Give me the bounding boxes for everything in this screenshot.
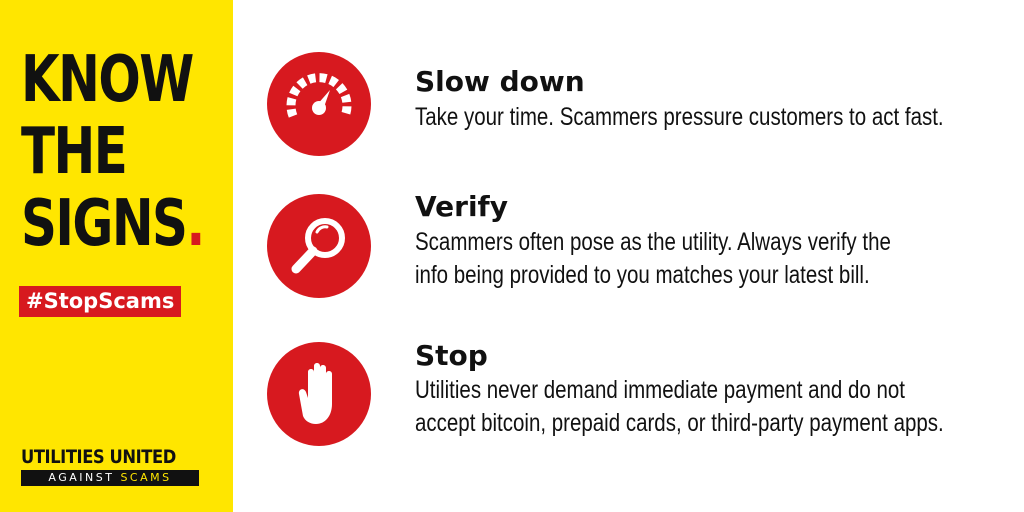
hashtag-badge: #StopScams: [19, 286, 182, 317]
tip-description-line: info being provided to you matches your …: [415, 261, 870, 289]
headline-line-3: SIGNS: [21, 187, 188, 261]
tip-description: Take your time. Scammers pressure custom…: [415, 101, 944, 134]
tip-description-line: Take your time. Scammers pressure custom…: [415, 103, 944, 131]
headline: KNOW THE SIGNS.: [21, 43, 205, 261]
tip-title: Slow down: [415, 65, 585, 98]
headline-red-dot: .: [186, 187, 205, 261]
utilities-united-logo: UTILITIES UNITED AGAINST SCAMS: [21, 446, 199, 486]
sidebar-panel: KNOW THE SIGNS. #StopScams UTILITIES UNI…: [0, 0, 233, 512]
tip-slow-down: Slow down Take your time. Scammers press…: [267, 52, 1007, 162]
tip-title: Stop: [415, 339, 488, 372]
headline-line-1: KNOW: [21, 43, 194, 117]
tip-description: Scammers often pose as the utility. Alwa…: [415, 226, 891, 292]
logo-subtitle-yellow: SCAMS: [120, 471, 172, 484]
tip-stop: Stop Utilities never demand immediate pa…: [267, 339, 1007, 452]
speedometer-icon: [267, 52, 371, 156]
hand-stop-icon: [267, 342, 371, 446]
logo-title: UTILITIES UNITED: [21, 446, 176, 468]
tip-title: Verify: [415, 190, 508, 223]
tip-description-line: accept bitcoin, prepaid cards, or third-…: [415, 409, 944, 437]
tip-description-line: Scammers often pose as the utility. Alwa…: [415, 228, 891, 256]
logo-subtitle-bar: AGAINST SCAMS: [21, 470, 199, 486]
magnifying-glass-icon: [267, 194, 371, 298]
headline-line-2: THE: [21, 115, 128, 189]
tip-description: Utilities never demand immediate payment…: [415, 374, 944, 440]
logo-subtitle-white: AGAINST: [48, 471, 115, 484]
tip-description-line: Utilities never demand immediate payment…: [415, 376, 905, 404]
tip-verify: Verify Scammers often pose as the utilit…: [267, 190, 1007, 304]
